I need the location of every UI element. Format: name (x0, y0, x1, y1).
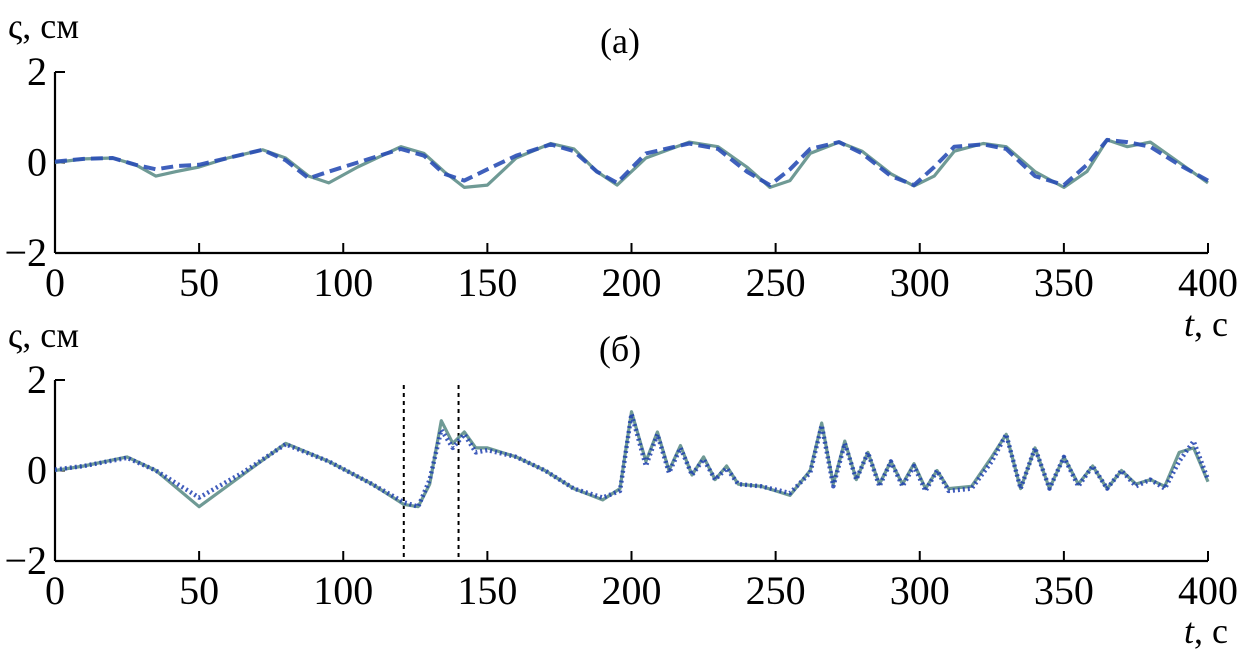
x-tick-label: 250 (746, 260, 806, 305)
y-tick-label: 0 (27, 140, 47, 185)
x-axis-label-unit: , с (1194, 304, 1228, 344)
y-tick-label: 0 (27, 448, 47, 493)
x-tick-label: 400 (1178, 568, 1238, 613)
x-tick-label: 350 (1034, 568, 1094, 613)
x-tick-label: 150 (457, 568, 517, 613)
x-tick-label: 0 (45, 260, 65, 305)
panel-label: (б) (599, 329, 641, 369)
series-line-dashed (54, 137, 1209, 188)
y-axis-label: ς, см (8, 315, 79, 355)
x-tick-label: 250 (746, 568, 806, 613)
y-tick-label: 2 (27, 357, 47, 402)
x-tick-label: 50 (179, 568, 219, 613)
x-tick-label: 200 (602, 568, 662, 613)
x-axis-label-variable: t (1184, 304, 1195, 344)
series-line-solid (54, 410, 1210, 509)
x-axis-label: t, с (1184, 611, 1228, 651)
x-tick-label: 350 (1034, 260, 1094, 305)
x-tick-label: 150 (457, 260, 517, 305)
y-tick-label: 2 (27, 49, 47, 94)
series-line-dotted (54, 411, 1211, 509)
x-axis-label-variable: t (1184, 611, 1195, 651)
x-tick-label: 300 (890, 568, 950, 613)
x-axis-label-unit: , с (1194, 611, 1228, 651)
x-tick-label: 400 (1178, 260, 1238, 305)
y-axis-label: ς, см (8, 6, 79, 46)
x-tick-label: 100 (313, 260, 373, 305)
x-axis-label: t, с (1184, 304, 1228, 344)
x-tick-label: 50 (179, 260, 219, 305)
y-tick-label: −2 (4, 538, 47, 583)
x-tick-label: 300 (890, 260, 950, 305)
x-tick-label: 100 (313, 568, 373, 613)
panel-label: (а) (600, 21, 640, 61)
x-tick-label: 200 (602, 260, 662, 305)
y-tick-label: −2 (4, 230, 47, 275)
x-tick-label: 0 (45, 568, 65, 613)
series-line-solid (54, 138, 1209, 189)
